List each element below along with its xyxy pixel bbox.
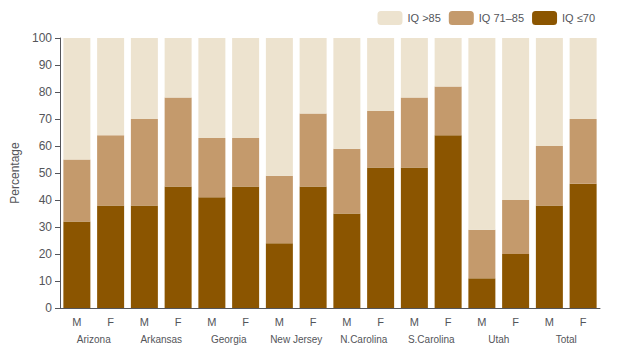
- svg-text:90: 90: [39, 58, 53, 72]
- svg-text:M: M: [207, 316, 216, 328]
- svg-text:F: F: [242, 316, 249, 328]
- svg-text:IQ >85: IQ >85: [407, 12, 440, 24]
- svg-text:M: M: [477, 316, 486, 328]
- svg-text:50: 50: [39, 166, 53, 180]
- svg-text:F: F: [175, 316, 182, 328]
- svg-text:70: 70: [39, 112, 53, 126]
- svg-text:F: F: [445, 316, 452, 328]
- svg-text:60: 60: [39, 139, 53, 153]
- svg-text:S.Carolina: S.Carolina: [408, 334, 455, 345]
- svg-text:M: M: [140, 316, 149, 328]
- svg-text:IQ ≤70: IQ ≤70: [562, 12, 595, 24]
- svg-text:80: 80: [39, 85, 53, 99]
- svg-text:F: F: [310, 316, 317, 328]
- svg-text:M: M: [545, 316, 554, 328]
- svg-text:Total: Total: [556, 334, 577, 345]
- svg-text:100: 100: [32, 31, 52, 45]
- svg-text:F: F: [107, 316, 114, 328]
- svg-text:New Jersey: New Jersey: [270, 334, 322, 345]
- svg-text:M: M: [410, 316, 419, 328]
- svg-text:N.Carolina: N.Carolina: [340, 334, 388, 345]
- svg-text:IQ 71–85: IQ 71–85: [479, 12, 524, 24]
- svg-text:10: 10: [39, 274, 53, 288]
- svg-text:20: 20: [39, 247, 53, 261]
- svg-text:Percentage: Percentage: [8, 142, 22, 204]
- svg-text:30: 30: [39, 220, 53, 234]
- svg-text:F: F: [512, 316, 519, 328]
- svg-text:M: M: [72, 316, 81, 328]
- svg-text:Utah: Utah: [488, 334, 509, 345]
- svg-text:F: F: [580, 316, 587, 328]
- svg-text:F: F: [377, 316, 384, 328]
- svg-text:0: 0: [45, 301, 52, 315]
- svg-text:Georgia: Georgia: [211, 334, 247, 345]
- svg-text:M: M: [275, 316, 284, 328]
- svg-text:M: M: [342, 316, 351, 328]
- svg-text:Arkansas: Arkansas: [140, 334, 182, 345]
- svg-text:40: 40: [39, 193, 53, 207]
- svg-text:Arizona: Arizona: [77, 334, 111, 345]
